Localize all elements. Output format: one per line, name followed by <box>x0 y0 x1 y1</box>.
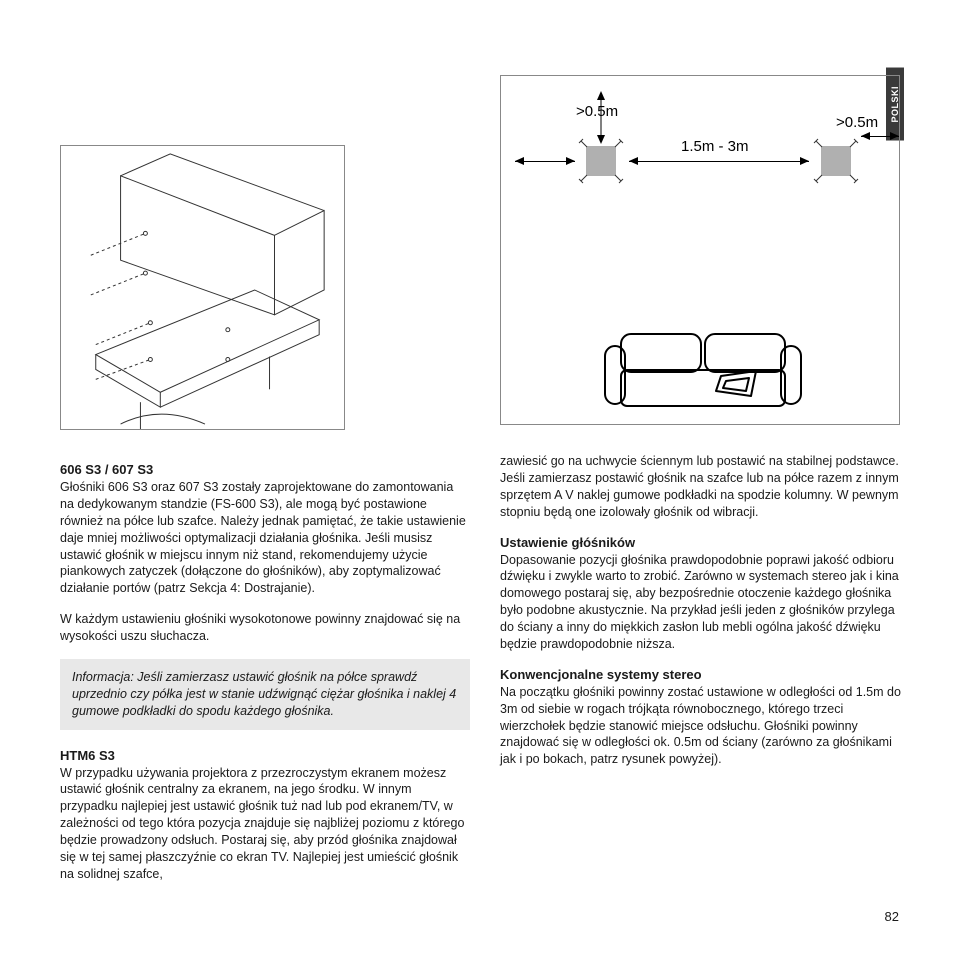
heading-606: 606 S3 / 607 S3 <box>60 462 470 477</box>
arrow-top-vertical <box>596 91 606 144</box>
page-number: 82 <box>885 909 899 924</box>
arrow-center-15-3m <box>629 161 809 162</box>
note-text: Informacja: Jeśli zamierzasz ustawić gło… <box>72 669 458 720</box>
para-htm6: W przypadku używania projektora z przezr… <box>60 765 470 883</box>
heading-konwencjonalne: Konwencjonalne systemy stereo <box>500 667 910 682</box>
arrow-right-05m <box>861 136 899 137</box>
note-box: Informacja: Jeśli zamierzasz ustawić gło… <box>60 659 470 730</box>
para-right-intro: zawiesić go na uchwycie ściennym lub pos… <box>500 453 910 521</box>
heading-ustawienie: Ustawienie głóśników <box>500 535 910 550</box>
para-606b: W każdym ustawieniu głośniki wysokotonow… <box>60 611 470 645</box>
left-speaker-waves-icon <box>578 138 624 184</box>
right-speaker-waves-icon <box>813 138 859 184</box>
arrow-left-05m <box>515 161 575 162</box>
right-column: >0.5m >0.5m 1.5m - 3m zawiesić go na uch… <box>500 75 910 782</box>
sofa-icon <box>601 326 806 416</box>
placement-diagram: >0.5m >0.5m 1.5m - 3m <box>500 75 900 425</box>
heading-htm6: HTM6 S3 <box>60 748 470 763</box>
para-konwencjonalne: Na początku głośniki powinny zostać usta… <box>500 684 910 768</box>
para-606: Głośniki 606 S3 oraz 607 S3 zostały zapr… <box>60 479 470 597</box>
label-05m-right: >0.5m <box>836 114 878 131</box>
left-column: 606 S3 / 607 S3 Głośniki 606 S3 oraz 607… <box>60 145 470 897</box>
label-15-3m: 1.5m - 3m <box>681 138 749 155</box>
para-ustawienie: Dopasowanie pozycji głośnika prawdopodob… <box>500 552 910 653</box>
speaker-stand-figure <box>60 145 345 430</box>
